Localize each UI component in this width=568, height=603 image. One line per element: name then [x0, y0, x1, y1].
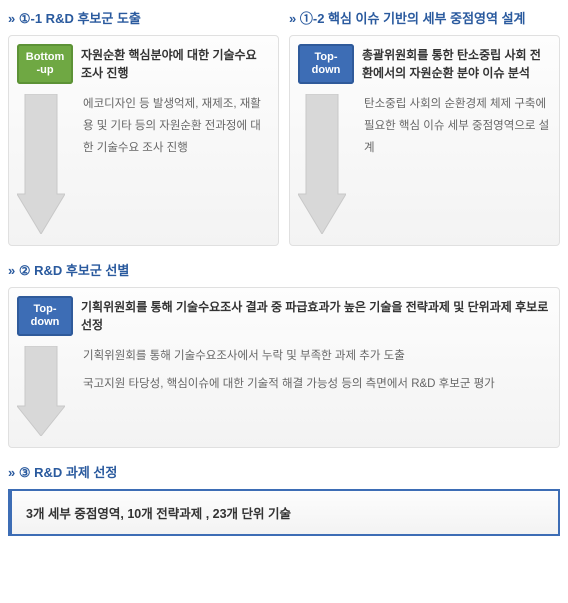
arrow-container [17, 346, 73, 439]
badge-top-down: Top-down [17, 296, 73, 336]
title-text: ①-2 핵심 이슈 기반의 세부 중점영역 설계 [300, 11, 526, 26]
heading-text: 기획위원회를 통해 기술수요조사 결과 중 파급효과가 높은 기술을 전략과제 … [81, 296, 551, 334]
chevron-icon: » [289, 11, 294, 26]
title-text: ③ R&D 과제 선정 [19, 465, 118, 480]
card-body: 에코디자인 등 발생억제, 재제조, 재활용 및 기타 등의 자원순환 전과정에… [17, 94, 270, 237]
section-1-2: » ①-2 핵심 이슈 기반의 세부 중점영역 설계 Top-down 총괄위원… [289, 8, 560, 246]
chevron-icon: » [8, 263, 13, 278]
card-1-1: Bottom-up 자원순환 핵심분야에 대한 기술수요 조사 진행 에코디자인… [8, 35, 279, 246]
badge-label: Top-down [312, 51, 341, 77]
arrow-down-icon [298, 94, 346, 234]
section-1-2-title: » ①-2 핵심 이슈 기반의 세부 중점영역 설계 [289, 8, 560, 27]
arrow-down-icon [17, 346, 65, 436]
body-text: 기획위원회를 통해 기술수요조사에서 누락 및 부족한 과제 추가 도출 국고지… [83, 346, 495, 402]
badge-label: Bottom-up [26, 51, 65, 77]
arrow-container [17, 94, 73, 237]
card-2: Top-down 기획위원회를 통해 기술수요조사 결과 중 파급효과가 높은 … [8, 287, 560, 448]
body-text: 탄소중립 사회의 순환경제 체제 구축에 필요한 핵심 이슈 세부 중점영역으로… [364, 94, 551, 160]
heading-text: 자원순환 핵심분야에 대한 기술수요 조사 진행 [81, 44, 270, 82]
heading-text: 총괄위원회를 통한 탄소중립 사회 전환에서의 자원순환 분야 이슈 분석 [362, 44, 551, 82]
badge-label: Top-down [31, 303, 60, 329]
section-1-1: » ①-1 R&D 후보군 도출 Bottom-up 자원순환 핵심분야에 대한… [8, 8, 279, 246]
chevron-icon: » [8, 11, 13, 26]
card-body: 기획위원회를 통해 기술수요조사에서 누락 및 부족한 과제 추가 도출 국고지… [17, 346, 551, 439]
badge-bottom-up: Bottom-up [17, 44, 73, 84]
arrow-down-icon [17, 94, 65, 234]
card-header: Top-down 기획위원회를 통해 기술수요조사 결과 중 파급효과가 높은 … [17, 296, 551, 336]
section-2: » ② R&D 후보군 선별 Top-down 기획위원회를 통해 기술수요조사… [8, 260, 560, 448]
body-line-2: 국고지원 타당성, 핵심이슈에 대한 기술적 해결 가능성 등의 측면에서 R&… [83, 374, 495, 396]
arrow-container [298, 94, 354, 237]
top-row: » ①-1 R&D 후보군 도출 Bottom-up 자원순환 핵심분야에 대한… [8, 8, 560, 246]
card-body: 탄소중립 사회의 순환경제 체제 구축에 필요한 핵심 이슈 세부 중점영역으로… [298, 94, 551, 237]
card-1-2: Top-down 총괄위원회를 통한 탄소중립 사회 전환에서의 자원순환 분야… [289, 35, 560, 246]
result-box: 3개 세부 중점영역, 10개 전략과제 , 23개 단위 기술 [8, 489, 560, 536]
section-3-title: » ③ R&D 과제 선정 [8, 462, 560, 481]
body-text: 에코디자인 등 발생억제, 재제조, 재활용 및 기타 등의 자원순환 전과정에… [83, 94, 270, 160]
card-header: Bottom-up 자원순환 핵심분야에 대한 기술수요 조사 진행 [17, 44, 270, 84]
diagram-root: » ①-1 R&D 후보군 도출 Bottom-up 자원순환 핵심분야에 대한… [0, 0, 568, 544]
section-1-1-title: » ①-1 R&D 후보군 도출 [8, 8, 279, 27]
title-text: ② R&D 후보군 선별 [19, 263, 129, 278]
chevron-icon: » [8, 465, 13, 480]
title-text: ①-1 R&D 후보군 도출 [19, 11, 141, 26]
body-line-1: 기획위원회를 통해 기술수요조사에서 누락 및 부족한 과제 추가 도출 [83, 346, 495, 368]
card-header: Top-down 총괄위원회를 통한 탄소중립 사회 전환에서의 자원순환 분야… [298, 44, 551, 84]
badge-top-down: Top-down [298, 44, 354, 84]
section-3: » ③ R&D 과제 선정 3개 세부 중점영역, 10개 전략과제 , 23개… [8, 462, 560, 536]
section-2-title: » ② R&D 후보군 선별 [8, 260, 560, 279]
